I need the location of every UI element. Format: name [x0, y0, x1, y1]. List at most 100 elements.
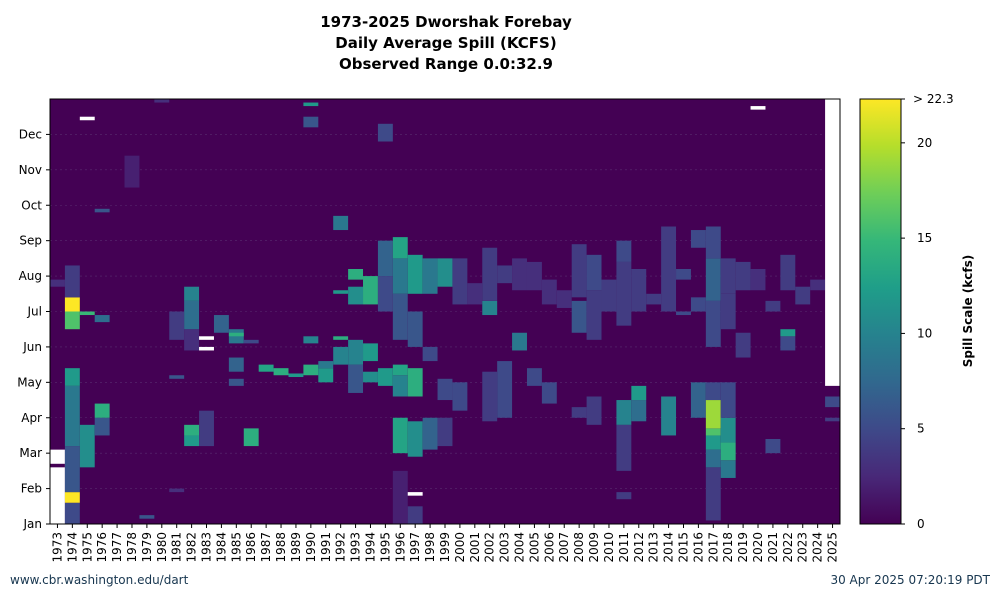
heatmap-cell — [571, 407, 587, 418]
heatmap-cell — [705, 400, 721, 429]
heatmap-cell — [646, 293, 662, 305]
chart-title: 1973-2025 Dworshak Forebay — [320, 13, 572, 31]
x-tick-label: 1976 — [95, 532, 109, 563]
x-tick-label: 2015 — [676, 532, 690, 563]
y-tick-label: Apr — [21, 411, 42, 425]
heatmap-cell — [64, 265, 80, 298]
heatmap-cell — [676, 269, 691, 280]
heatmap-cell — [482, 371, 498, 422]
heatmap-cell — [333, 346, 349, 365]
heatmap-cell — [422, 346, 438, 362]
colorbar-max-label: > 22.3 — [913, 92, 954, 106]
heatmap-cell — [243, 428, 259, 447]
heatmap-cell — [184, 300, 200, 330]
x-tick-label: 2018 — [721, 532, 735, 563]
heatmap-cell — [705, 300, 721, 347]
heatmap-cell — [407, 254, 423, 294]
heatmap-cell — [377, 123, 393, 142]
x-tick-label: 2016 — [691, 532, 705, 563]
x-tick-label: 1987 — [259, 532, 273, 563]
heatmap-cell — [690, 297, 706, 312]
heatmap-cell — [348, 286, 364, 305]
heatmap-cell — [631, 400, 647, 422]
heatmap-cell — [303, 336, 319, 344]
heatmap-cell — [452, 258, 468, 305]
colorbar-tick-label: 15 — [917, 231, 932, 245]
x-tick-label: 1990 — [304, 532, 318, 563]
x-tick-label: 1996 — [393, 532, 407, 563]
x-tick-label: 1993 — [349, 532, 363, 563]
heatmap-cell — [64, 297, 80, 312]
heatmap-cell — [735, 332, 751, 358]
x-tick-label: 2011 — [617, 532, 631, 563]
heatmap-cell — [586, 290, 602, 340]
footer-source-link[interactable]: www.cbr.washington.edu/dart — [10, 573, 189, 587]
x-tick-label: 1992 — [334, 532, 348, 563]
y-tick-label: Jun — [22, 340, 42, 354]
x-tick-label: 1982 — [185, 532, 199, 563]
heatmap-cell — [631, 385, 647, 401]
x-tick-label: 1980 — [155, 532, 169, 563]
heatmap-cell — [348, 269, 364, 280]
heatmap-cell — [124, 155, 140, 188]
heatmap-cell — [199, 346, 214, 351]
heatmap-cell — [392, 258, 408, 294]
x-tick-label: 2025 — [826, 532, 840, 563]
heatmap-cell — [586, 396, 602, 425]
heatmap-cell — [377, 368, 393, 386]
heatmap-cell — [377, 240, 393, 277]
heatmap-cell — [750, 106, 766, 110]
heatmap-cell — [616, 261, 632, 326]
heatmap-cell — [213, 315, 229, 333]
x-tick-label: 1978 — [125, 532, 139, 563]
heatmap-cell — [258, 364, 274, 372]
heatmap-cell — [825, 99, 840, 386]
heatmap-cell — [392, 375, 408, 397]
heatmap-cell — [318, 361, 334, 369]
x-tick-label: 1991 — [319, 532, 333, 563]
heatmap-cell — [50, 279, 65, 287]
heatmap-cell — [795, 286, 811, 305]
x-tick-label: 2002 — [483, 532, 497, 563]
heatmap-cell — [169, 375, 185, 379]
x-tick-label: 1984 — [214, 532, 228, 563]
heatmap-cell — [94, 403, 110, 418]
heatmap-cell — [199, 336, 214, 340]
heatmap-cell — [601, 279, 617, 312]
colorbar-tick-label: 5 — [917, 422, 925, 436]
heatmap-cell — [616, 240, 632, 262]
heatmap-cell — [392, 364, 408, 376]
heatmap-cell — [571, 244, 587, 298]
heatmap-cell — [64, 446, 80, 493]
chart-range-label: Observed Range 0.0:32.9 — [339, 55, 553, 73]
heatmap-cell — [64, 385, 80, 447]
y-tick-label: Jan — [23, 517, 43, 531]
heatmap-cell — [526, 261, 542, 291]
heatmap-cell — [407, 506, 423, 524]
heatmap-cell — [154, 99, 170, 103]
heatmap-cell — [720, 417, 736, 443]
heatmap-cell — [407, 368, 423, 397]
heatmap-cell — [273, 368, 289, 376]
chart-title-block: 1973-2025 Dworshak Forebay Daily Average… — [0, 12, 892, 75]
heatmap-cell — [586, 254, 602, 291]
heatmap-cell — [720, 293, 736, 330]
heatmap-cell — [318, 368, 334, 383]
x-tick-label: 1979 — [140, 532, 154, 563]
x-tick-label: 1986 — [244, 532, 258, 563]
y-tick-label: Nov — [19, 163, 42, 177]
heatmap-cell — [437, 378, 453, 401]
heatmap-cell — [184, 329, 200, 351]
heatmap-cell — [407, 311, 423, 347]
heatmap-cell — [348, 364, 364, 393]
heatmap-cell — [676, 311, 691, 316]
x-tick-label: 1975 — [80, 532, 94, 563]
heatmap-cell — [199, 410, 214, 447]
heatmap-cell — [497, 361, 513, 418]
heatmap-cell — [810, 279, 826, 291]
x-tick-label: 2019 — [736, 532, 750, 563]
x-tick-label: 2001 — [468, 532, 482, 563]
heatmap-cell — [571, 300, 587, 333]
heatmap-cell — [139, 515, 155, 519]
